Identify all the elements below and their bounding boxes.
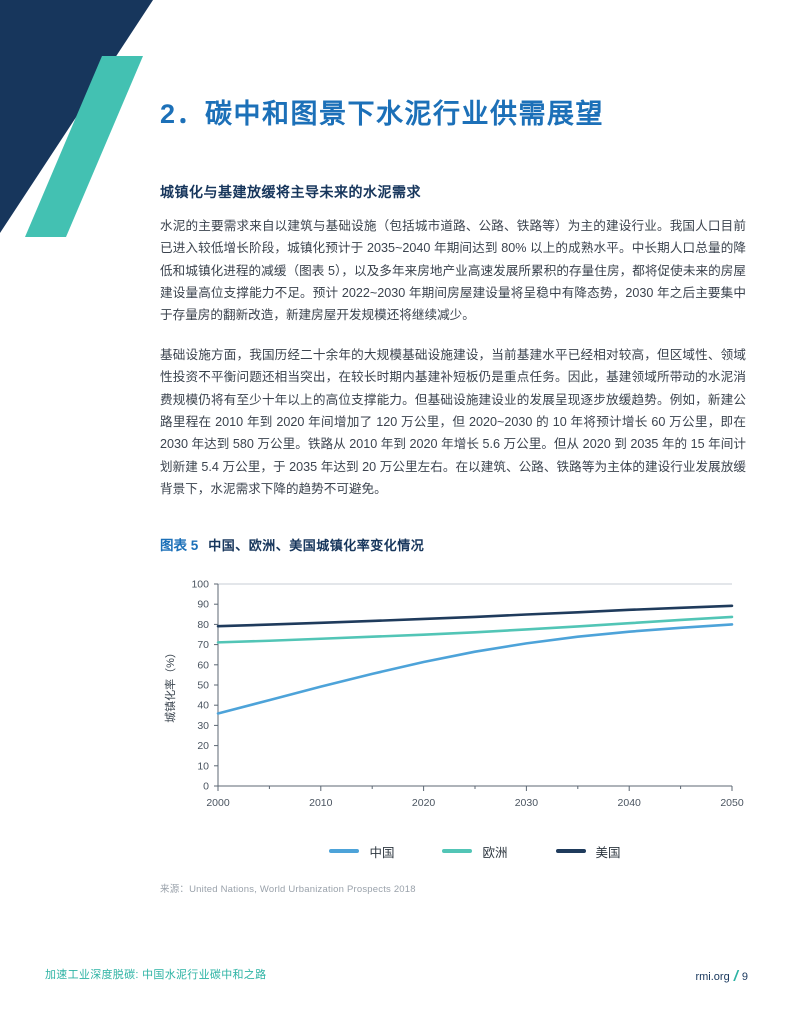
y-tick-label: 40 [197, 699, 209, 711]
y-tick-label: 80 [197, 619, 209, 631]
rmi-org-link[interactable]: rmi.org [695, 970, 730, 983]
chart-container: 0 10 20 30 40 50 60 70 80 90 100 2000 2010 2020 2030 20… [160, 572, 746, 895]
legend-label-0: 中国 [369, 845, 395, 860]
legend-label-1: 欧洲 [482, 845, 508, 860]
legend-swatch-2 [555, 849, 586, 853]
page-number: 9 [741, 970, 748, 983]
section-title: 城镇化与基建放缓将主导未来的水泥需求 [160, 183, 421, 200]
legend-item-0: 中国 [329, 842, 394, 861]
x-tick-label: 2030 [515, 797, 539, 809]
legend-swatch-1 [442, 849, 473, 853]
figure-title: 中国、欧洲、美国城镇化率变化情况 [208, 537, 425, 553]
x-tick-label: 2010 [309, 797, 333, 809]
legend-item-2: 美国 [555, 842, 621, 861]
chart-legend: 中国 欧洲 美国 [218, 842, 732, 861]
legend-item-1: 欧洲 [442, 842, 508, 861]
chapter-title: 2．碳中和图景下水泥行业供需展望 [160, 99, 605, 129]
footer-slash-decoration: / [733, 968, 738, 985]
figure-header: 图表 5 中国、欧洲、美国城镇化率变化情况 [160, 534, 746, 554]
y-tick-label: 60 [197, 659, 209, 671]
y-tick-label: 0 [203, 780, 209, 792]
series-line-0 [216, 622, 734, 715]
legend-swatch-0 [329, 849, 360, 853]
y-tick-label: 90 [197, 598, 209, 610]
footer-report-title: 加速工业深度脱碳: 中国水泥行业碳中和之路 [45, 969, 267, 981]
y-tick-label: 10 [197, 760, 209, 772]
y-tick-label: 100 [191, 578, 209, 590]
body-paragraph-1: 水泥的主要需求来自以建筑与基础设施（包括城市道路、公路、铁路等）为主的建设行业。… [160, 218, 746, 323]
series-line-1 [216, 615, 734, 644]
y-tick-label: 70 [197, 639, 209, 651]
x-tick-label: 2040 [618, 797, 642, 809]
x-tick-label: 2050 [720, 797, 744, 809]
y-tick-label: 20 [197, 740, 209, 752]
footer-page-info: rmi.org / 9 [695, 969, 748, 984]
figure-source: 来源：United Nations, World Urbanization Pr… [160, 883, 416, 895]
figure-label: 图表 5 [160, 537, 199, 553]
series-line-2 [216, 604, 734, 628]
y-tick-label: 30 [197, 720, 209, 732]
y-axis-title: 城镇化率（%） [163, 647, 177, 723]
page-content: 2．碳中和图景下水泥行业供需展望 城镇化与基建放缓将主导未来的水泥需求 水泥的主… [160, 0, 746, 895]
y-tick-label: 50 [197, 679, 209, 691]
body-paragraph-2: 基础设施方面，我国历经二十余年的大规模基础设施建设，当前基建水平已经相对较高，但… [160, 347, 746, 497]
legend-label-2: 美国 [595, 845, 621, 860]
x-tick-label: 2020 [412, 797, 436, 809]
x-tick-label: 2000 [206, 797, 230, 809]
